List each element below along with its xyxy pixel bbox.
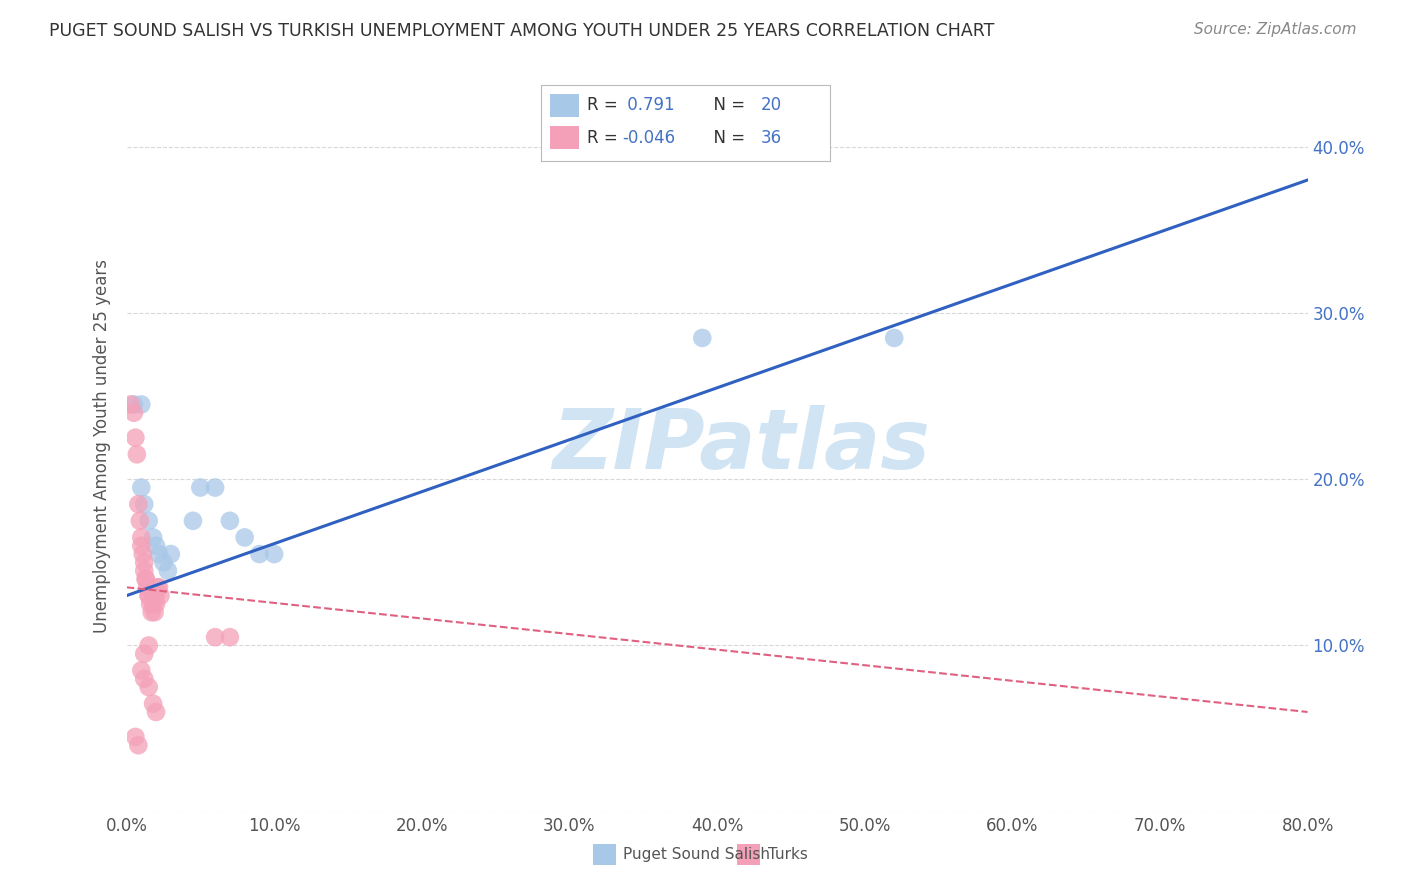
Text: PUGET SOUND SALISH VS TURKISH UNEMPLOYMENT AMONG YOUTH UNDER 25 YEARS CORRELATIO: PUGET SOUND SALISH VS TURKISH UNEMPLOYME… xyxy=(49,22,994,40)
Text: ZIPatlas: ZIPatlas xyxy=(551,406,929,486)
Point xyxy=(148,580,170,594)
Point xyxy=(122,406,145,420)
Point xyxy=(138,639,160,653)
Point xyxy=(181,514,204,528)
Point xyxy=(188,481,212,495)
Point xyxy=(124,431,146,445)
Point xyxy=(141,605,163,619)
Bar xyxy=(737,844,761,865)
Point xyxy=(160,547,183,561)
Point xyxy=(134,647,156,661)
Point xyxy=(883,331,905,345)
Point xyxy=(145,705,167,719)
Point xyxy=(129,481,153,495)
Point xyxy=(156,564,179,578)
Point xyxy=(134,564,156,578)
Point xyxy=(129,664,153,678)
Point xyxy=(127,738,149,752)
Point xyxy=(149,589,172,603)
Bar xyxy=(550,127,579,149)
Point xyxy=(134,497,156,511)
Point xyxy=(129,397,153,411)
Point xyxy=(142,530,165,544)
Bar xyxy=(550,94,579,117)
Point xyxy=(249,547,271,561)
Point xyxy=(233,530,256,544)
Point xyxy=(138,514,160,528)
Point xyxy=(129,539,153,553)
Point xyxy=(142,697,165,711)
Point xyxy=(263,547,285,561)
Text: Source: ZipAtlas.com: Source: ZipAtlas.com xyxy=(1194,22,1357,37)
Point xyxy=(138,589,160,603)
Point xyxy=(204,481,226,495)
Point xyxy=(129,530,153,544)
Point xyxy=(134,672,156,686)
Point xyxy=(692,331,714,345)
Text: N =: N = xyxy=(703,128,749,147)
Point xyxy=(204,630,226,644)
Point xyxy=(152,555,174,569)
Point xyxy=(134,555,156,569)
Point xyxy=(122,397,145,411)
Point xyxy=(139,597,162,611)
Point xyxy=(125,447,148,461)
Point xyxy=(135,572,157,586)
Point xyxy=(138,680,160,694)
Point xyxy=(136,580,159,594)
Text: 20: 20 xyxy=(761,96,782,114)
Text: R =: R = xyxy=(588,128,623,147)
Point xyxy=(127,497,149,511)
Point xyxy=(219,514,242,528)
Point xyxy=(146,580,169,594)
Text: N =: N = xyxy=(703,96,749,114)
Point xyxy=(142,597,165,611)
Bar xyxy=(593,844,616,865)
Point xyxy=(135,572,157,586)
Point xyxy=(128,514,150,528)
Point xyxy=(145,597,167,611)
Y-axis label: Unemployment Among Youth under 25 years: Unemployment Among Youth under 25 years xyxy=(93,259,111,633)
Point xyxy=(138,589,160,603)
Text: 36: 36 xyxy=(761,128,782,147)
Point xyxy=(145,539,167,553)
Point xyxy=(219,630,242,644)
Point xyxy=(120,397,142,411)
Point xyxy=(132,547,155,561)
Text: 0.791: 0.791 xyxy=(621,96,675,114)
Text: -0.046: -0.046 xyxy=(621,128,675,147)
Point xyxy=(148,547,170,561)
Point xyxy=(145,589,167,603)
Text: R =: R = xyxy=(588,96,623,114)
Point xyxy=(124,730,146,744)
Text: Puget Sound Salish: Puget Sound Salish xyxy=(623,847,770,862)
Point xyxy=(143,605,166,619)
Text: Turks: Turks xyxy=(768,847,807,862)
